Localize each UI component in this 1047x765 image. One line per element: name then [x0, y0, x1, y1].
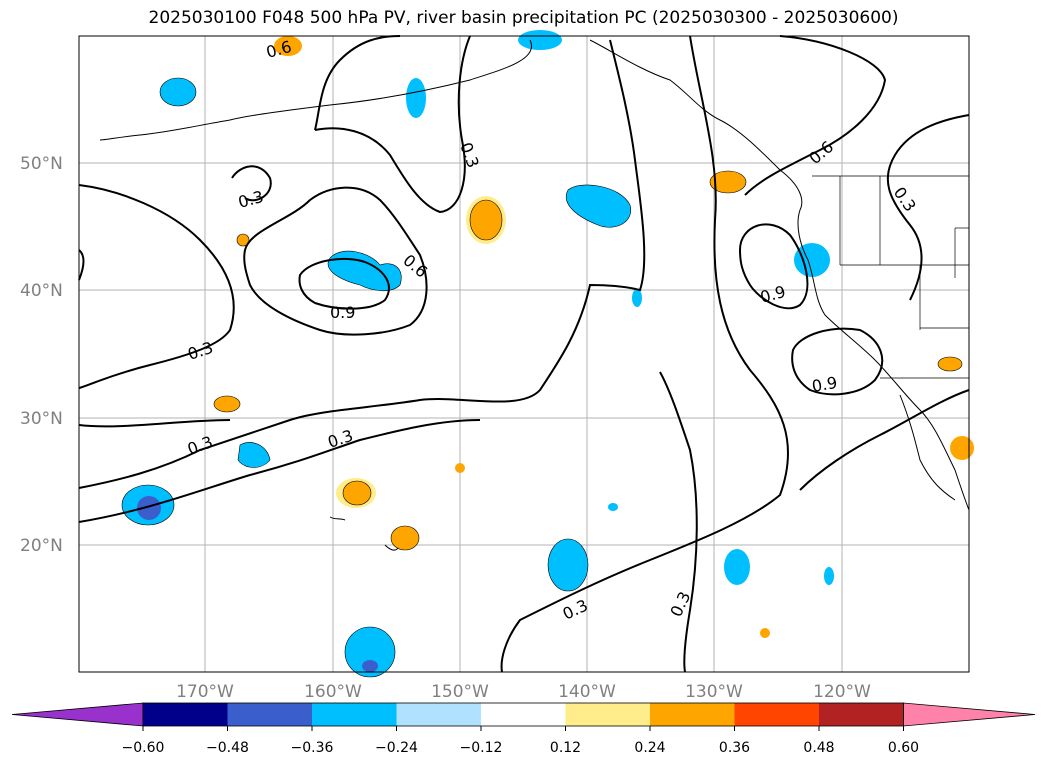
lon-label: 150°W: [431, 682, 489, 702]
colorbar: −0.60 −0.48 −0.36 −0.24 −0.12 0.12 0.24 0.36 0.4…: [11, 702, 1036, 756]
colorbar-extend-low: [11, 702, 144, 727]
colorbar-segment: [481, 703, 566, 726]
lat-label: 30°N: [20, 409, 63, 429]
colorbar-tick-label: 0.48: [803, 740, 834, 756]
colorbar-tick-label: −0.12: [460, 740, 503, 756]
colorbar-tick-label: −0.36: [291, 740, 334, 756]
lon-label: 140°W: [558, 682, 616, 702]
longitude-labels: 170°W 160°W 150°W 140°W 130°W 120°W: [176, 682, 871, 702]
lat-label: 20°N: [20, 536, 63, 556]
lon-label: 170°W: [176, 682, 234, 702]
colorbar-segment: [565, 703, 651, 726]
lon-label: 130°W: [685, 682, 743, 702]
colorbar-segment: [650, 703, 735, 726]
lat-label: 50°N: [20, 154, 63, 174]
colorbar-segment: [227, 703, 313, 726]
colorbar-segment: [734, 703, 820, 726]
borders: [812, 175, 969, 379]
latitude-labels: 50°N 40°N 30°N 20°N: [20, 154, 63, 556]
colorbar-tick-label: −0.60: [122, 740, 165, 756]
colorbar-segment: [819, 703, 904, 726]
colorbar-frame: [142, 702, 904, 727]
contour-label: 0.9: [810, 373, 838, 396]
colorbar-tick-label: 0.60: [888, 740, 919, 756]
map-title: 2025030100 F048 500 hPa PV, river basin …: [148, 8, 899, 28]
lon-label: 160°W: [304, 682, 362, 702]
colorbar-segment: [143, 703, 228, 726]
coastlines: [99, 39, 970, 551]
map-panel: 0.6 0.3 0.3 0.6 0.9 0.3 0.3 0.3 0.3 0.3 …: [78, 30, 974, 678]
colorbar-tick-label: −0.48: [206, 740, 249, 756]
colorbar-segment: [312, 703, 397, 726]
lat-label: 40°N: [20, 281, 63, 301]
colorbar-extend-high: [903, 702, 1036, 727]
colorbar-tick-label: 0.24: [634, 740, 665, 756]
precip-shading: [121, 30, 974, 678]
colorbar-tick-label: 0.12: [550, 740, 581, 756]
lon-label: 120°W: [813, 682, 871, 702]
contour-label: 0.9: [330, 303, 355, 322]
pv-contours: [78, 35, 970, 673]
colorbar-tick-label: −0.24: [375, 740, 418, 756]
colorbar-tick-label: 0.36: [719, 740, 750, 756]
colorbar-segment: [396, 703, 482, 726]
